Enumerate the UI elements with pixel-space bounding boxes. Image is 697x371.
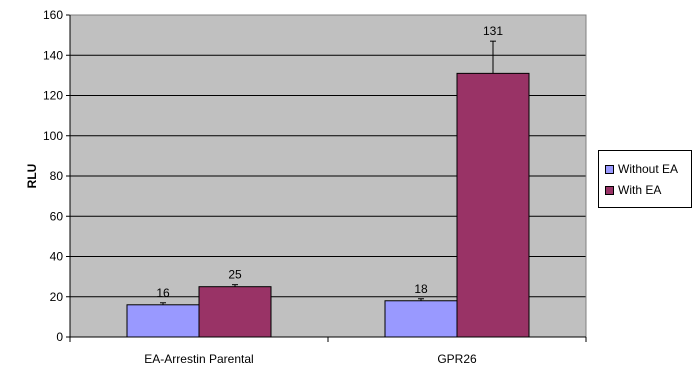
legend-swatch — [605, 185, 614, 195]
y-tick-label: 0 — [56, 330, 63, 344]
bar — [198, 286, 272, 338]
legend-label: Without EA — [618, 162, 679, 176]
bar — [456, 72, 530, 338]
bar — [126, 304, 200, 338]
legend-swatch — [605, 164, 614, 174]
y-tick-label: 20 — [50, 290, 64, 304]
bar — [384, 300, 458, 338]
legend-item-with-ea: With EA — [605, 183, 661, 197]
axes: 0 20 40 60 80 100 120 140 160 EA-Arrestin Parenta… — [43, 8, 587, 366]
legend-label: With EA — [618, 183, 662, 197]
y-tick-label: 120 — [43, 89, 63, 103]
data-labels: 16 25 18 131 — [156, 24, 503, 300]
y-tick-label: 160 — [43, 8, 63, 22]
y-tick-label: 100 — [43, 129, 63, 143]
y-tick-label: 80 — [50, 169, 64, 183]
y-tick-label: 140 — [43, 48, 63, 62]
x-tick-label: EA-Arrestin Parental — [144, 352, 253, 366]
bars — [126, 40, 530, 338]
y-tick-label: 40 — [50, 250, 64, 264]
legend: Without EA With EA — [598, 150, 692, 208]
data-label: 25 — [228, 268, 242, 282]
y-tick-label: 60 — [50, 209, 64, 223]
legend-item-without-ea: Without EA — [605, 162, 678, 176]
data-label: 16 — [156, 286, 170, 300]
x-tick-label: GPR26 — [437, 352, 477, 366]
y-axis-label: RLU — [25, 164, 39, 189]
data-label: 131 — [483, 24, 503, 38]
data-label: 18 — [414, 282, 428, 296]
